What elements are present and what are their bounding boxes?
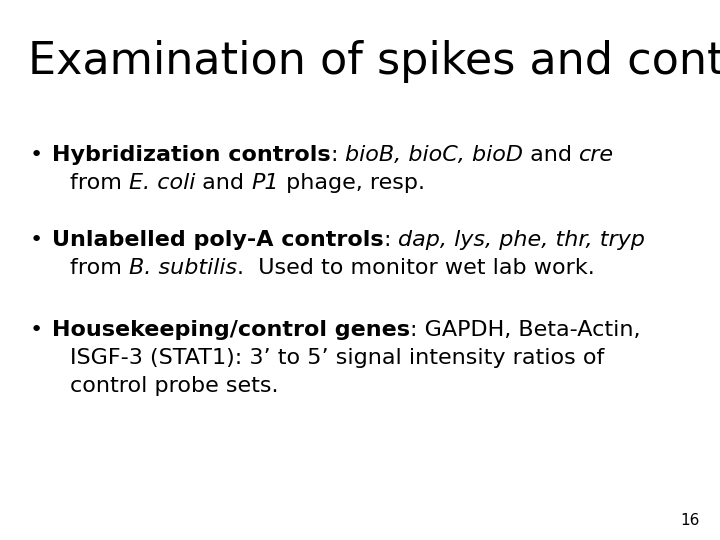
Text: from: from — [70, 173, 129, 193]
Text: 16: 16 — [680, 513, 700, 528]
Text: •: • — [30, 230, 43, 250]
Text: Examination of spikes and controls: Examination of spikes and controls — [28, 40, 720, 83]
Text: P1: P1 — [251, 173, 279, 193]
Text: Hybridization controls: Hybridization controls — [52, 145, 330, 165]
Text: :: : — [330, 145, 346, 165]
Text: cre: cre — [580, 145, 614, 165]
Text: and: and — [195, 173, 251, 193]
Text: phage, resp.: phage, resp. — [279, 173, 425, 193]
Text: :: : — [384, 230, 398, 250]
Text: : GAPDH, Beta-Actin,: : GAPDH, Beta-Actin, — [410, 320, 641, 340]
Text: dap, lys, phe, thr, tryp: dap, lys, phe, thr, tryp — [398, 230, 645, 250]
Text: .  Used to monitor wet lab work.: . Used to monitor wet lab work. — [237, 258, 595, 278]
Text: bioB, bioC, bioD: bioB, bioC, bioD — [346, 145, 523, 165]
Text: •: • — [30, 145, 43, 165]
Text: Housekeeping/control genes: Housekeeping/control genes — [52, 320, 410, 340]
Text: and: and — [523, 145, 580, 165]
Text: E. coli: E. coli — [129, 173, 195, 193]
Text: •: • — [30, 320, 43, 340]
Text: from: from — [70, 258, 129, 278]
Text: ISGF-3 (STAT1): 3’ to 5’ signal intensity ratios of: ISGF-3 (STAT1): 3’ to 5’ signal intensit… — [70, 348, 604, 368]
Text: B. subtilis: B. subtilis — [129, 258, 237, 278]
Text: control probe sets.: control probe sets. — [70, 376, 279, 396]
Text: Unlabelled poly-A controls: Unlabelled poly-A controls — [52, 230, 384, 250]
